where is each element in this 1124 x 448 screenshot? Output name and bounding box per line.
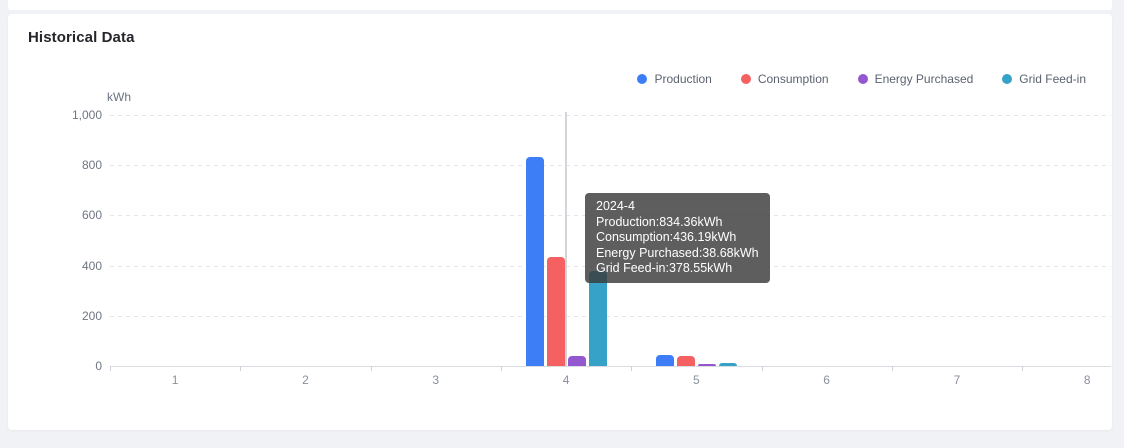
axis-pointer-line (565, 112, 568, 366)
historical-data-card: Historical Data Production Consumption Ene… (8, 14, 1112, 430)
bar-energy-purchased-cat5[interactable] (697, 363, 716, 366)
x-tick-label-8: 8 (1083, 373, 1091, 387)
x-tick-label-6: 6 (823, 373, 830, 387)
x-tick-label-4: 4 (562, 373, 570, 387)
y-tick-label: 0 (95, 359, 102, 373)
x-tick-label-3: 3 (432, 373, 440, 387)
y-tick-label: 200 (81, 308, 102, 323)
y-tick-label: 400 (81, 258, 102, 273)
y-tick-label: 800 (81, 158, 102, 173)
bar-grid-feed-in-cat4[interactable] (588, 270, 607, 366)
legend-item-consumption[interactable]: Consumption (740, 72, 829, 86)
legend-label: Consumption (757, 72, 829, 86)
y-tick-label: 1,000 (71, 108, 102, 122)
bar-consumption-cat4[interactable] (546, 256, 565, 366)
x-tick-label-2: 2 (302, 373, 309, 387)
x-axis-tick (761, 366, 763, 371)
upper-card-bottom-edge (8, 0, 1112, 10)
legend-item-production[interactable]: Production (637, 72, 712, 86)
legend-item-grid-feed-in[interactable]: Grid Feed-in (1002, 72, 1086, 86)
x-axis-line (110, 366, 1111, 367)
x-axis-tick (1022, 366, 1024, 371)
gridline-600 (110, 215, 1111, 217)
bar-consumption-cat5[interactable] (676, 355, 695, 366)
y-axis-unit-label: kWh (107, 90, 131, 104)
x-tick-label-7: 7 (953, 373, 961, 387)
bar-energy-purchased-cat4[interactable] (567, 356, 586, 366)
energy-purchased-legend-dot-icon (857, 74, 868, 84)
x-axis-tick (891, 366, 893, 371)
legend-label: Production (654, 72, 712, 86)
legend-label: Grid Feed-in (1019, 72, 1086, 86)
x-axis-tick (370, 366, 372, 371)
grid-feed-in-legend-dot-icon (1002, 74, 1013, 84)
gridline-400 (110, 265, 1111, 267)
page-title: Historical Data (28, 29, 135, 46)
consumption-legend-dot-icon (740, 74, 751, 84)
y-tick-label: 600 (81, 208, 102, 223)
bar-production-cat5[interactable] (655, 354, 674, 366)
x-axis-tick (500, 366, 502, 371)
bar-grid-feed-in-cat5[interactable] (718, 363, 737, 366)
x-axis-tick (110, 366, 111, 371)
chart-legend: Production Consumption Energy Purchased Gri… (637, 72, 1086, 86)
x-axis-tick (240, 366, 242, 371)
production-legend-dot-icon (637, 74, 648, 84)
legend-label: Energy Purchased (874, 72, 974, 86)
gridline-800 (110, 165, 1111, 167)
gridline-200 (110, 315, 1111, 317)
x-tick-label-5: 5 (693, 373, 700, 387)
gridline-1000 (110, 115, 1111, 116)
legend-item-energy-purchased[interactable]: Energy Purchased (857, 72, 974, 86)
chart-canvas[interactable]: kWh 0 200 400 600 800 1,000 1 2 3 4 5 6 7 8 (8, 14, 1112, 430)
x-axis-tick (631, 366, 633, 371)
bar-production-cat4[interactable] (525, 156, 544, 366)
x-tick-label-1: 1 (171, 373, 179, 387)
